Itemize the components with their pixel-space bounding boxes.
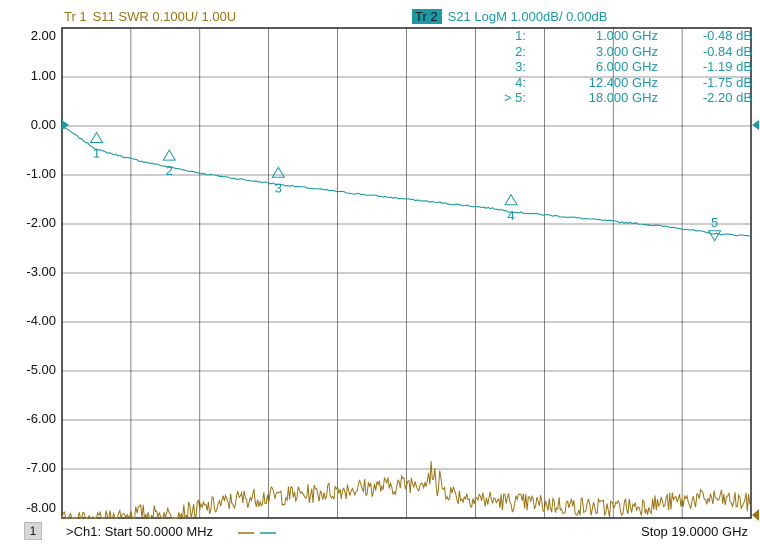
marker-number: 3 (275, 180, 282, 195)
y-tick-label: -1.00 (26, 166, 56, 181)
y-tick-label: 0.00 (30, 117, 56, 132)
marker-triangle (89, 131, 104, 144)
y-tick-label: -3.00 (26, 264, 56, 279)
trace1-desc: S11 SWR 0.100U/ 1.00U (92, 9, 237, 24)
marker-row-active[interactable]: > 5: 18.000 GHz -2.20 dB (480, 90, 752, 106)
marker-number: 5 (711, 215, 718, 230)
marker-value: -0.84 dB (702, 43, 752, 59)
marker-id: 3: (515, 59, 526, 75)
marker-triangle (504, 193, 518, 206)
y-tick-label: -2.00 (26, 215, 56, 230)
y-tick-label: -7.00 (26, 460, 56, 475)
grid (62, 28, 751, 518)
y-tick-label: 1.00 (30, 68, 56, 83)
trace-line (61, 125, 752, 237)
trace2-label: Tr 2 (412, 9, 442, 24)
marker-row[interactable]: 1: 1.000 GHz -0.48 dB (480, 28, 752, 44)
marker-triangle (162, 149, 177, 161)
marker-row[interactable]: 2: 3.000 GHz -0.84 dB (480, 44, 752, 60)
marker-id: 4: (515, 74, 526, 90)
channel-number-button[interactable]: 1 (24, 522, 42, 540)
marker-freq: 6.000 GHz (595, 59, 658, 75)
trace1-header[interactable]: Tr 1 S11 SWR 0.100U/ 1.00U (64, 9, 236, 24)
traces (61, 125, 752, 520)
trace1-label: Tr 1 (64, 9, 87, 24)
marker-value: -1.75 dB (702, 74, 752, 90)
trace-line (61, 461, 752, 520)
marker-freq: 3.000 GHz (595, 43, 658, 59)
stop-frequency[interactable]: Stop 19.0000 GHz (641, 524, 748, 539)
marker-value: -0.48 dB (702, 28, 752, 43)
s11-reference-arrow-icon[interactable] (752, 509, 759, 521)
marker-triangle (707, 230, 722, 242)
marker-row[interactable]: 4: 12.400 GHz -1.75 dB (480, 75, 752, 91)
marker-row[interactable]: 3: 6.000 GHz -1.19 dB (480, 59, 752, 75)
marker-triangle (271, 166, 286, 178)
trace2-header[interactable]: Tr 2 S21 LogM 1.000dB/ 0.00dB (412, 9, 607, 24)
y-tick-label: -5.00 (26, 362, 56, 377)
trace2-desc: S21 LogM 1.000dB/ 0.00dB (447, 9, 608, 24)
marker-table: 1: 1.000 GHz -0.48 dB 2: 3.000 GHz -0.84… (480, 28, 752, 106)
start-frequency[interactable]: >Ch1: Start 50.0000 MHz (66, 524, 214, 539)
marker-id: 2: (515, 43, 526, 59)
marker-freq: 12.400 GHz (588, 74, 658, 90)
marker-id: 1: (515, 28, 526, 43)
right-reference-arrow-icon[interactable] (752, 120, 759, 130)
marker-value: -1.19 dB (702, 59, 752, 75)
marker-number: 4 (507, 208, 514, 223)
marker-number: 1 (93, 146, 100, 161)
marker-id: > 5: (503, 90, 526, 106)
left-reference-arrow-icon[interactable] (62, 120, 69, 130)
trace-legend-icon (238, 532, 276, 534)
reference-arrows (62, 120, 759, 521)
y-tick-label: 2.00 (30, 28, 56, 43)
marker-freq: 18.000 GHz (588, 90, 658, 106)
y-tick-label: -6.00 (26, 411, 56, 426)
y-tick-label: -4.00 (26, 313, 56, 328)
marker-number: 2 (166, 163, 173, 178)
y-tick-label: -8.00 (26, 500, 56, 515)
markers: 1 2 3 4 5 (89, 131, 722, 242)
marker-freq: 1.000 GHz (595, 28, 658, 43)
marker-value: -2.20 dB (702, 90, 752, 106)
status-bar: 1 >Ch1: Start 50.0000 MHz Stop 19.0000 G… (0, 521, 760, 543)
